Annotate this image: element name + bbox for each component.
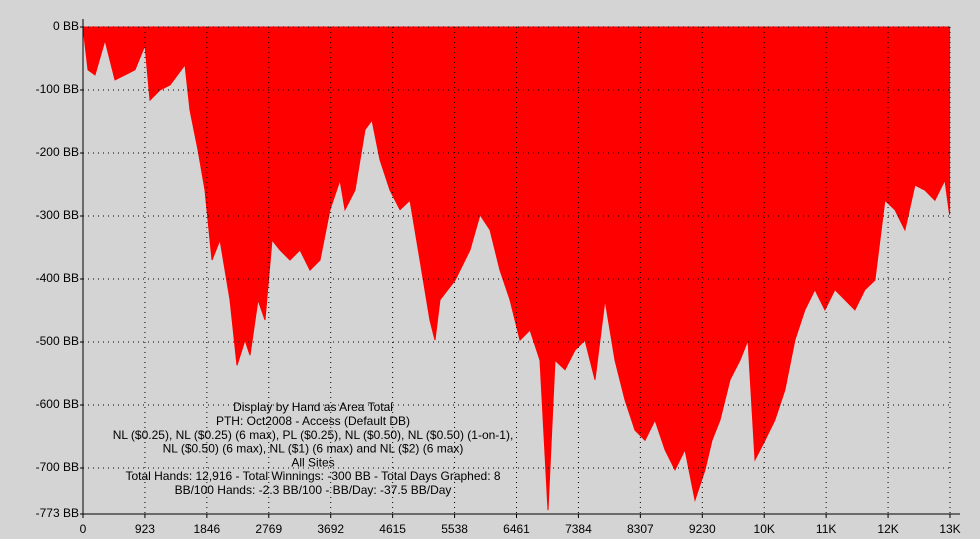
y-tick-label: -500 BB <box>36 334 79 348</box>
x-tick-label: 3692 <box>317 522 344 536</box>
x-tick-label: 12K <box>877 522 898 536</box>
x-tick-label: 7384 <box>565 522 592 536</box>
y-tick-label: -400 BB <box>36 271 79 285</box>
annotation: All Sites <box>291 455 334 469</box>
annotation: BB/100 Hands: -2.3 BB/100 - BB/Day: -37.… <box>175 483 452 497</box>
annotation: PTH: Oct2008 - Access (Default DB) <box>216 414 410 428</box>
x-tick-label: 2769 <box>255 522 282 536</box>
x-tick-label: 6461 <box>503 522 530 536</box>
y-tick-label: 0 BB <box>53 19 79 33</box>
y-tick-label: -600 BB <box>36 397 79 411</box>
y-tick-label: -700 BB <box>36 460 79 474</box>
y-tick-label: -300 BB <box>36 208 79 222</box>
x-tick-label: 5538 <box>441 522 468 536</box>
x-tick-label: 9230 <box>689 522 716 536</box>
x-tick-label: 10K <box>754 522 775 536</box>
annotation: Display by Hand as Area Total <box>233 400 393 414</box>
x-tick-label: 923 <box>135 522 155 536</box>
y-tick-label: -200 BB <box>36 145 79 159</box>
x-tick-label: 4615 <box>379 522 406 536</box>
x-tick-label: 1846 <box>194 522 221 536</box>
area <box>82 26 951 511</box>
annotation: Total Hands: 12,916 - Total Winnings: -3… <box>125 469 500 483</box>
x-tick-label: 0 <box>80 522 87 536</box>
x-tick-label: 11K <box>816 522 836 536</box>
y-tick-label: -100 BB <box>36 82 79 96</box>
x-tick-label: 8307 <box>627 522 654 536</box>
annotation: NL ($0.50) (6 max), NL ($1) (6 max) and … <box>163 442 464 456</box>
y-tick-label: -773 BB <box>36 506 79 520</box>
x-tick-label: 13K <box>939 522 960 536</box>
annotation: NL ($0.25), NL ($0.25) (6 max), PL ($0.2… <box>113 428 514 442</box>
